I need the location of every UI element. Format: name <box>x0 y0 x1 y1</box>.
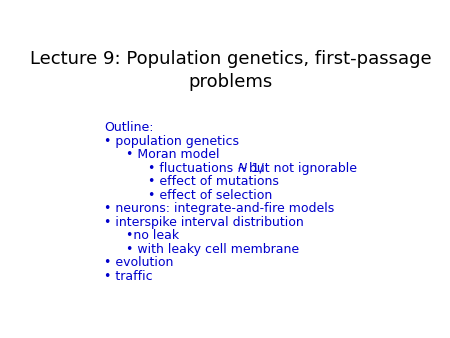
Text: • effect of mutations: • effect of mutations <box>148 175 279 188</box>
Text: Lecture 9: Population genetics, first-passage
problems: Lecture 9: Population genetics, first-pa… <box>30 50 432 91</box>
Text: N: N <box>238 162 247 175</box>
Text: • fluctuations ~ 1/: • fluctuations ~ 1/ <box>148 162 263 175</box>
Text: • evolution: • evolution <box>104 256 174 269</box>
Text: •no leak: •no leak <box>126 229 179 242</box>
Text: • Moran model: • Moran model <box>126 148 220 161</box>
Text: • with leaky cell membrane: • with leaky cell membrane <box>126 243 299 256</box>
Text: but not ignorable: but not ignorable <box>245 162 357 175</box>
Text: • effect of selection: • effect of selection <box>148 189 272 202</box>
Text: • traffic: • traffic <box>104 270 153 283</box>
Text: • interspike interval distribution: • interspike interval distribution <box>104 216 304 229</box>
Text: Outline:: Outline: <box>104 121 154 135</box>
Text: • population genetics: • population genetics <box>104 135 239 148</box>
Text: • neurons: integrate-and-fire models: • neurons: integrate-and-fire models <box>104 202 334 215</box>
